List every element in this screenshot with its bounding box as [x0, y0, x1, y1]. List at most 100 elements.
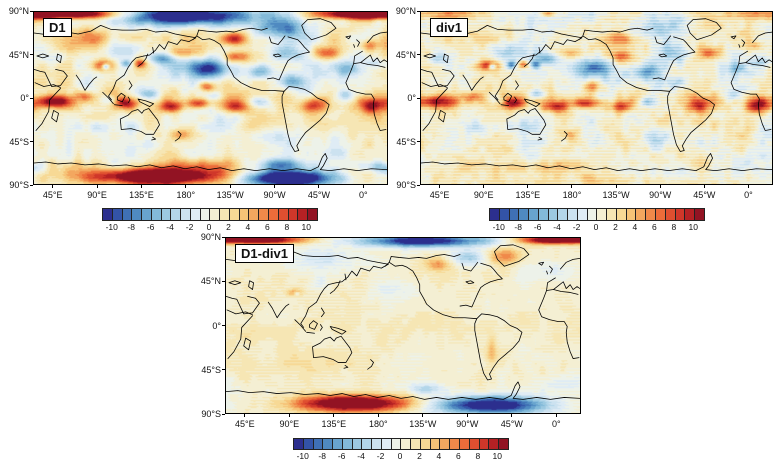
lat-tick-label: 90°N [200, 232, 221, 242]
colorbar-cell [381, 439, 392, 449]
colorbar-cell [352, 439, 363, 449]
colorbar-tick-label: -2 [572, 222, 581, 232]
coastline-overlay [421, 18, 772, 172]
lon-tick-mark [288, 414, 290, 417]
colorbar-cell [288, 209, 299, 220]
lon-tick-label: 135°E [321, 419, 347, 429]
colorbar-cell [695, 209, 704, 220]
lon-tick-label: 45°W [307, 190, 331, 200]
colorbar-cell [303, 439, 314, 449]
colorbar-cell [210, 209, 221, 220]
lat-tick-label: 90°S [201, 409, 221, 419]
lat-tick-label: 45°N [395, 49, 416, 60]
colorbar-tick-label: 8 [475, 451, 481, 461]
map-div1-field [421, 12, 772, 184]
colorbar-cell [568, 209, 578, 220]
colorbar-cell [656, 209, 666, 220]
colorbar-tick-label: 4 [436, 451, 442, 461]
lat-tick-mark [30, 184, 33, 186]
colorbar-tick-label: -10 [105, 222, 118, 232]
colorbar-cell [587, 209, 598, 220]
map-panel-d1-minus-div1: D1-div1 [225, 237, 581, 414]
lat-tick-mark [222, 236, 225, 238]
colorbar-cell [278, 209, 289, 220]
colorbar-cell [372, 439, 382, 449]
colorbar-cell [249, 209, 260, 220]
colorbar-tick-label: -10 [492, 222, 505, 232]
colorbar-cell [665, 209, 676, 220]
colorbar-cell [342, 439, 353, 449]
colorbar-tick-label: 2 [613, 222, 618, 232]
lat-tick-label: 0° [212, 320, 221, 331]
colorbar-tick-label: -6 [337, 451, 346, 461]
colorbar-cell [499, 439, 508, 449]
colorbar-tick-label: 2 [226, 222, 231, 232]
colorbar-cell [519, 209, 530, 220]
colorbar-cell [597, 209, 608, 220]
colorbar-tick-label: 8 [671, 222, 677, 232]
colorbar-cell [323, 439, 334, 449]
lat-tick-mark [417, 97, 420, 99]
colorbar-cell [490, 209, 500, 220]
colorbar-cell [112, 209, 123, 220]
colorbar-cell [626, 209, 637, 220]
lon-tick-label: 135°W [216, 190, 244, 200]
lon-tick-mark [96, 185, 98, 188]
colorbar-cell [489, 439, 500, 449]
lat-tick-label: 90°N [8, 6, 29, 16]
lon-tick-label: 45°E [429, 190, 450, 200]
colorbar-tick-label: -6 [533, 222, 542, 232]
colorbar-tick-label: -4 [553, 222, 561, 232]
lat-tick-mark [222, 369, 225, 371]
lon-tick-label: 0° [359, 190, 368, 200]
lon-tick-label: 90°E [279, 419, 300, 429]
lat-tick-mark [222, 325, 225, 326]
colorbar-cell [460, 439, 470, 449]
colorbar-cell [401, 439, 412, 449]
lat-tick-mark [222, 413, 225, 415]
lon-tick-mark [747, 185, 749, 188]
colorbar-tick-label: 4 [632, 222, 638, 232]
colorbar-cell [313, 439, 324, 449]
colorbar-tick-label: 6 [455, 451, 461, 461]
lon-tick-mark [483, 185, 485, 188]
map-panel-div1: div1 [420, 11, 773, 185]
lon-tick-mark [703, 185, 705, 188]
colorbar-cell [229, 209, 240, 220]
lon-tick-label: 45°W [500, 419, 523, 429]
colorbar-cell [181, 209, 191, 220]
lon-tick-label: 180° [176, 190, 196, 200]
colorbar-cell [440, 439, 451, 449]
lat-tick-label: 45°N [200, 276, 221, 287]
lon-tick-mark [422, 414, 424, 417]
colorbar-cell [499, 209, 510, 220]
colorbar-cell [558, 209, 569, 220]
colorbar-cell [411, 439, 421, 449]
lon-tick-mark [659, 185, 661, 188]
lat-tick-label: 0° [407, 93, 416, 103]
lon-tick-label: 0° [744, 190, 753, 200]
colorbar-cell [420, 439, 431, 449]
lon-tick-label: 90°W [456, 419, 479, 429]
lon-tick-label: 90°W [649, 190, 672, 200]
coastline-overlay [34, 18, 387, 172]
lat-tick-label: 45°N [8, 49, 29, 60]
lat-tick-label: 0° [20, 93, 29, 103]
colorbar-cell [298, 209, 309, 220]
colorbar-cell [577, 209, 588, 220]
lat-tick-label: 45°S [201, 364, 221, 375]
lat-tick-label: 90°S [396, 180, 416, 190]
lon-tick-mark [333, 414, 335, 417]
colorbar-cell [646, 209, 657, 220]
colorbar-tick-label: 4 [245, 222, 251, 232]
map-d1-minus-div1-field [226, 238, 580, 413]
colorbar-tick-label: -8 [514, 222, 522, 232]
colorbar-cell [685, 209, 696, 220]
colorbar-cell [479, 439, 490, 449]
colorbar-cell [122, 209, 133, 220]
lon-tick-mark [229, 185, 231, 188]
colorbar-cell [151, 209, 162, 220]
lon-tick-mark [527, 185, 529, 188]
colorbar-cell [190, 209, 201, 220]
